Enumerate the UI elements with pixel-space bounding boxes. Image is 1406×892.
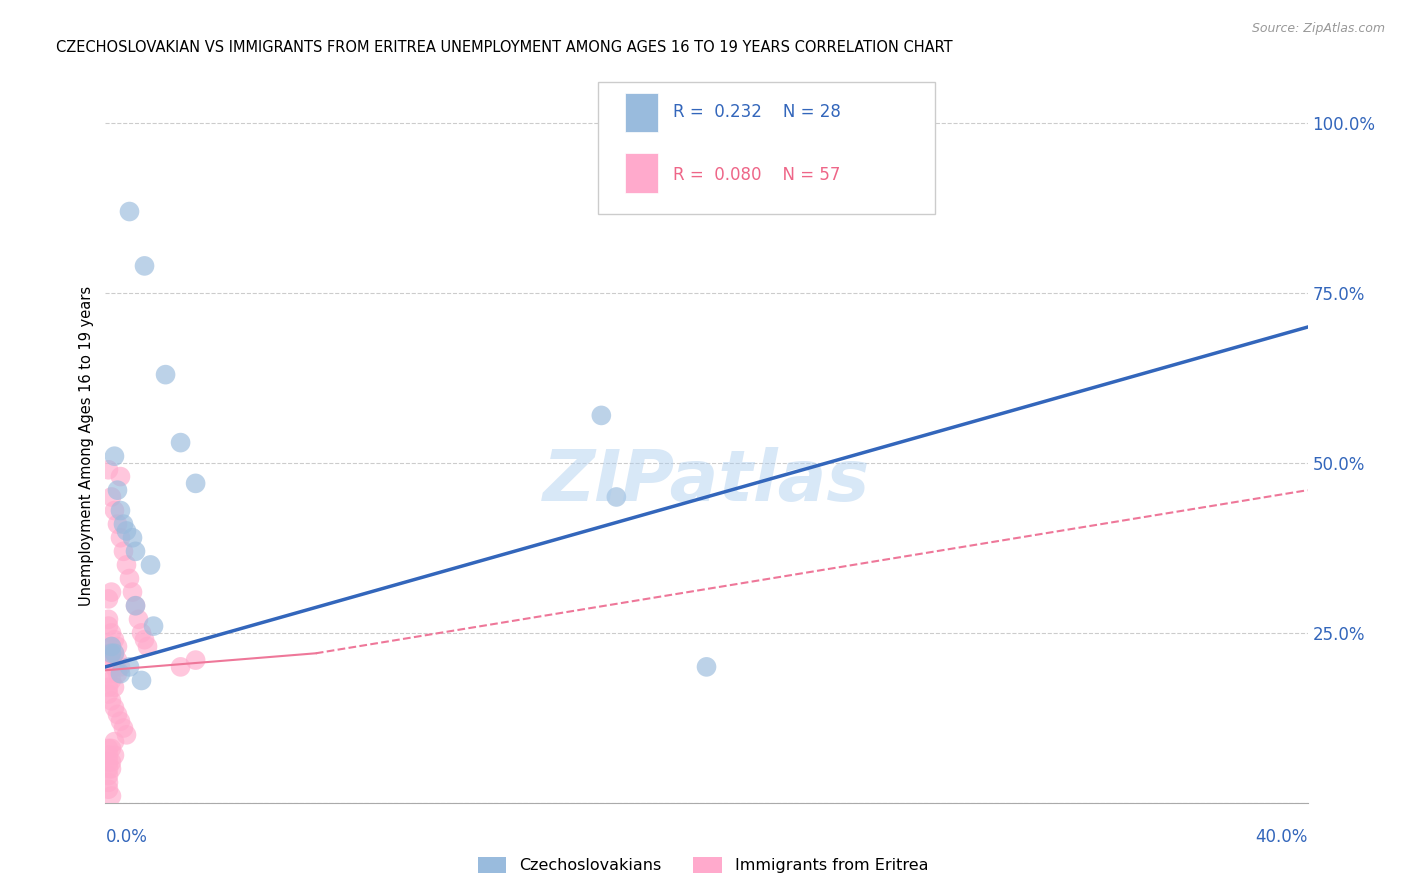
Point	[103, 632, 125, 647]
Point	[107, 517, 129, 532]
Point	[97, 619, 120, 633]
FancyBboxPatch shape	[624, 153, 658, 193]
Point	[100, 694, 122, 708]
Point	[100, 762, 122, 776]
Text: R =  0.232    N = 28: R = 0.232 N = 28	[673, 103, 841, 121]
Point	[103, 646, 125, 660]
Point	[107, 707, 129, 722]
Point	[115, 558, 138, 572]
Point	[100, 640, 122, 654]
Text: R =  0.080    N = 57: R = 0.080 N = 57	[673, 166, 841, 184]
Point	[110, 531, 132, 545]
Point	[97, 680, 120, 694]
Point	[100, 673, 122, 688]
Point	[155, 368, 177, 382]
Point	[97, 687, 120, 701]
Point	[97, 775, 120, 789]
Point	[118, 660, 141, 674]
Point	[696, 660, 718, 674]
Text: CZECHOSLOVAKIAN VS IMMIGRANTS FROM ERITREA UNEMPLOYMENT AMONG AGES 16 TO 19 YEAR: CZECHOSLOVAKIAN VS IMMIGRANTS FROM ERITR…	[56, 40, 953, 55]
Point	[97, 591, 120, 606]
Point	[169, 435, 191, 450]
Point	[97, 612, 120, 626]
Point	[112, 544, 135, 558]
Text: ZIPatlas: ZIPatlas	[543, 447, 870, 516]
Point	[97, 769, 120, 783]
Text: Source: ZipAtlas.com: Source: ZipAtlas.com	[1251, 22, 1385, 36]
Point	[107, 666, 129, 681]
Legend: Czechoslovakians, Immigrants from Eritrea: Czechoslovakians, Immigrants from Eritre…	[471, 850, 935, 880]
Point	[591, 409, 613, 423]
Point	[100, 585, 122, 599]
Point	[97, 762, 120, 776]
Point	[184, 653, 207, 667]
Point	[184, 476, 207, 491]
Point	[110, 469, 132, 483]
Point	[100, 646, 122, 660]
Point	[136, 640, 159, 654]
Point	[605, 490, 627, 504]
Point	[139, 558, 162, 572]
Point	[100, 640, 122, 654]
FancyBboxPatch shape	[624, 93, 658, 132]
Point	[103, 660, 125, 674]
Point	[100, 626, 122, 640]
Point	[97, 666, 120, 681]
Point	[131, 626, 153, 640]
Point	[134, 632, 156, 647]
Point	[100, 755, 122, 769]
Point	[124, 544, 146, 558]
Point	[103, 503, 125, 517]
Point	[115, 524, 138, 538]
Point	[107, 653, 129, 667]
Text: 0.0%: 0.0%	[105, 828, 148, 846]
Point	[134, 259, 156, 273]
Point	[97, 646, 120, 660]
Point	[110, 503, 132, 517]
Point	[100, 490, 122, 504]
Point	[124, 599, 146, 613]
Point	[97, 463, 120, 477]
Point	[121, 585, 143, 599]
Point	[128, 612, 150, 626]
Point	[100, 653, 122, 667]
Point	[118, 204, 141, 219]
Point	[103, 734, 125, 748]
Point	[103, 748, 125, 763]
Point	[169, 660, 191, 674]
Point	[97, 646, 120, 660]
Point	[115, 728, 138, 742]
Point	[107, 640, 129, 654]
Point	[118, 572, 141, 586]
Point	[97, 782, 120, 797]
Point	[97, 755, 120, 769]
Point	[110, 660, 132, 674]
Point	[112, 721, 135, 735]
Point	[124, 599, 146, 613]
Point	[121, 531, 143, 545]
Point	[100, 741, 122, 756]
Point	[131, 673, 153, 688]
Point	[100, 789, 122, 803]
Point	[103, 449, 125, 463]
Point	[103, 646, 125, 660]
Point	[107, 483, 129, 498]
Point	[103, 700, 125, 714]
Text: 40.0%: 40.0%	[1256, 828, 1308, 846]
Point	[97, 748, 120, 763]
Point	[103, 680, 125, 694]
Point	[97, 741, 120, 756]
FancyBboxPatch shape	[599, 82, 935, 214]
Point	[112, 517, 135, 532]
Y-axis label: Unemployment Among Ages 16 to 19 years: Unemployment Among Ages 16 to 19 years	[79, 286, 94, 606]
Point	[142, 619, 165, 633]
Point	[110, 666, 132, 681]
Point	[110, 714, 132, 729]
